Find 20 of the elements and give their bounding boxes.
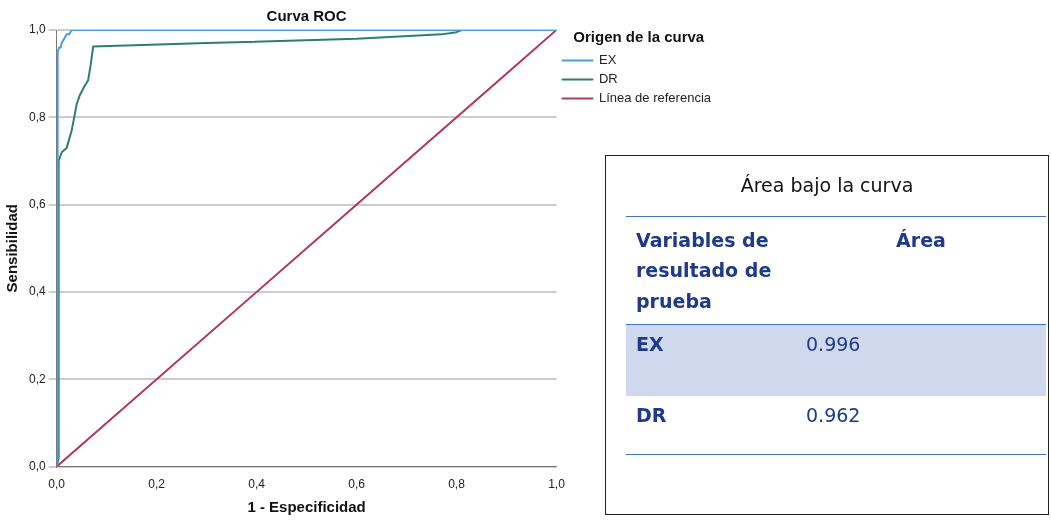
y-tick-label: 0,0	[28, 458, 46, 473]
y-tick-label: 0,4	[28, 284, 46, 299]
results-table: Área bajo la curva Variables de resultado de prueba Área EX 0.996 DR 0.962	[605, 155, 1049, 515]
legend-label: Línea de referencia	[598, 90, 712, 106]
legend-title: Origen de la curva	[573, 27, 705, 45]
x-tick-label: 0,8	[448, 477, 466, 492]
x-tick-label: 0,0	[48, 477, 66, 492]
y-tick-label: 1,0	[28, 22, 46, 37]
x-tick-label: 0,4	[248, 477, 266, 492]
x-axis-title: 1 - Especificidad	[247, 498, 366, 516]
x-tick-label: 0,6	[348, 477, 366, 492]
legend-label: EX	[598, 52, 617, 68]
y-tick-label: 0,2	[28, 371, 46, 386]
y-tick-label: 0,8	[28, 109, 46, 124]
x-tick-label: 0,2	[148, 477, 166, 492]
chart-title: Curva ROC	[266, 6, 347, 24]
x-tick-label: 1,0	[548, 477, 566, 492]
legend-label: DR	[598, 71, 618, 87]
y-tick-label: 0,6	[28, 196, 46, 211]
y-axis-title: Sensibilidad	[3, 204, 21, 293]
